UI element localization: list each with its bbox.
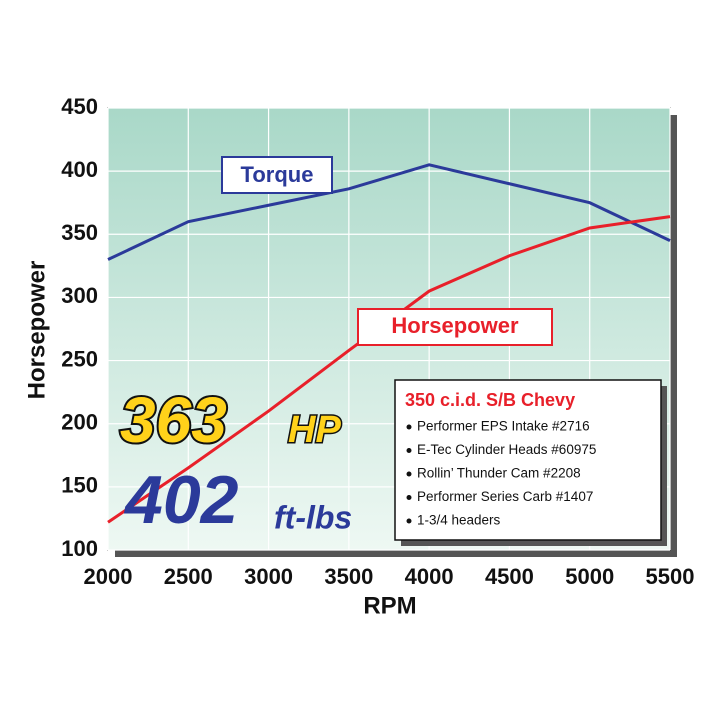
y-tick-label: 350 (61, 220, 98, 245)
x-tick-label: 5000 (565, 564, 614, 589)
info-title: 350 c.i.d. S/B Chevy (405, 390, 575, 410)
x-tick-label: 2500 (164, 564, 213, 589)
x-axis-label: RPM (363, 592, 416, 619)
bullet (406, 518, 412, 524)
y-axis-label: Horsepower (23, 261, 50, 400)
legend-label: Horsepower (391, 313, 519, 338)
y-tick-label: 200 (61, 410, 98, 435)
x-tick-label: 3500 (324, 564, 373, 589)
torque-unit: ft-lbs (274, 499, 352, 535)
legend-box (221, 156, 333, 194)
x-tick-label: 4500 (485, 564, 534, 589)
y-tick-label: 300 (61, 283, 98, 308)
info-items: Performer EPS Intake #2716 E-Tec Cylinder… (406, 419, 596, 528)
hp-value: 363 (120, 384, 227, 456)
legend-label: Torque (241, 162, 314, 187)
y-tick-label: 250 (61, 346, 98, 371)
legend-box (357, 308, 553, 346)
annotations: Torque Horsepower 363 HP 402 ft-lbs 350 … (118, 156, 667, 546)
bullet (406, 495, 412, 500)
bullet (406, 448, 412, 453)
x-tick-label: 2000 (84, 564, 133, 589)
bullet (406, 471, 412, 477)
bullet (406, 424, 412, 430)
y-tick-label: 400 (61, 157, 98, 182)
series-line (107, 163, 671, 261)
y-tick-label: 150 (61, 473, 98, 498)
y-tick-label: 100 (61, 536, 98, 561)
hp-unit: HP (288, 409, 341, 451)
y-tick-label: 450 (61, 94, 98, 119)
info-item: 1-3/4 headers (417, 513, 501, 528)
x-tick-label: 4000 (405, 564, 454, 589)
torque-value: 402 (123, 462, 239, 538)
x-tick-label: 3000 (244, 564, 293, 589)
x-tick-label: 5500 (646, 564, 695, 589)
info-item: E-Tec Cylinder Heads #60975 (417, 442, 596, 457)
info-item: Performer EPS Intake #2716 (417, 419, 590, 434)
info-item: Performer Series Carb #1407 (417, 489, 593, 504)
info-box (394, 379, 662, 541)
info-item: Rollin’ Thunder Cam #2208 (417, 466, 581, 481)
